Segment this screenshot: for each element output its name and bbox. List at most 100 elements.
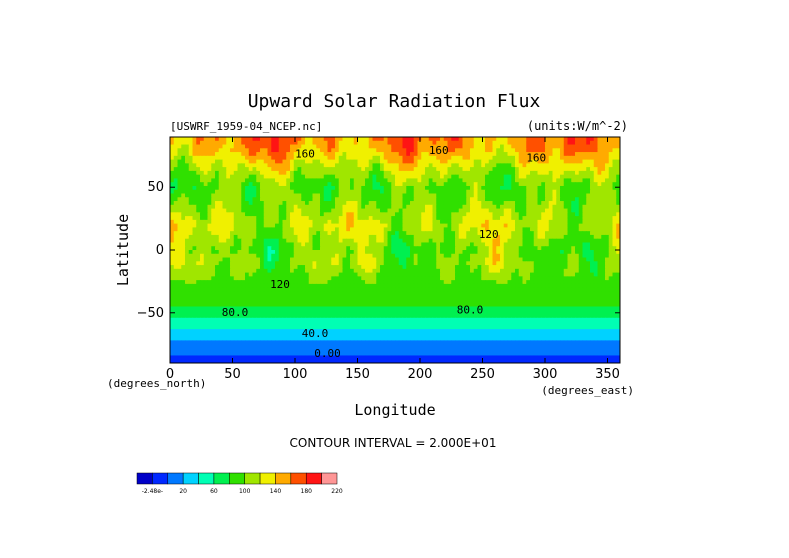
field-cell xyxy=(237,167,242,172)
field-cell xyxy=(196,201,201,206)
field-cell xyxy=(241,261,246,266)
field-cell xyxy=(590,253,595,259)
field-cell xyxy=(402,253,407,259)
field-cell xyxy=(500,189,505,195)
field-cell xyxy=(582,276,587,281)
field-cell xyxy=(593,178,599,183)
field-cell xyxy=(237,216,242,221)
field-cell xyxy=(440,204,445,210)
field-cell xyxy=(582,283,587,289)
field-cell xyxy=(387,163,392,168)
field-cell xyxy=(395,242,400,247)
field-cell xyxy=(215,261,220,266)
field-cell xyxy=(545,185,550,191)
field-cell xyxy=(500,276,505,281)
field-cell xyxy=(170,261,175,266)
field-cell xyxy=(308,216,314,221)
field-cell xyxy=(372,238,377,244)
field-cell xyxy=(177,227,182,232)
field-cell xyxy=(256,283,261,289)
field-cell xyxy=(215,178,220,183)
field-cell xyxy=(327,148,332,153)
field-cell xyxy=(323,216,329,221)
field-cell xyxy=(616,219,620,225)
field-cell xyxy=(233,268,239,274)
field-cell xyxy=(203,140,209,146)
field-cell xyxy=(548,185,554,191)
field-cell xyxy=(305,250,310,255)
field-cell xyxy=(222,174,227,180)
field-cell xyxy=(560,148,565,153)
field-cell xyxy=(290,148,295,153)
field-cell xyxy=(428,242,434,247)
field-cell xyxy=(260,189,265,195)
field-cell xyxy=(477,265,482,270)
field-cell xyxy=(432,265,437,270)
field-cell xyxy=(207,261,212,266)
field-cell xyxy=(241,163,246,168)
field-cell xyxy=(545,182,550,187)
field-cell xyxy=(530,219,535,225)
field-cell xyxy=(188,189,194,195)
field-cell xyxy=(361,272,366,277)
field-cell xyxy=(200,280,205,285)
field-cell xyxy=(263,242,269,247)
field-cell xyxy=(462,197,467,202)
field-cell xyxy=(402,234,407,240)
field-cell xyxy=(323,246,329,251)
field-cell xyxy=(470,283,475,289)
field-cell xyxy=(286,272,291,277)
field-cell xyxy=(477,204,482,210)
field-cell xyxy=(170,140,175,146)
field-cell xyxy=(252,197,257,202)
field-cell xyxy=(278,148,284,153)
field-cell xyxy=(601,212,606,217)
field-cell xyxy=(458,144,464,149)
field-cell xyxy=(458,174,464,180)
field-cell xyxy=(578,212,584,217)
field-cell xyxy=(466,242,471,247)
field-cell xyxy=(203,242,209,247)
field-cell xyxy=(170,291,175,296)
field-cell xyxy=(200,272,205,277)
field-cell xyxy=(567,231,572,236)
field-cell xyxy=(500,178,505,183)
field-cell xyxy=(616,170,620,176)
field-cell xyxy=(215,174,220,180)
field-cell xyxy=(473,250,479,255)
field-cell xyxy=(248,268,254,274)
field-cell xyxy=(590,201,595,206)
field-cell xyxy=(380,167,385,172)
field-cell xyxy=(503,216,509,221)
field-cell xyxy=(432,276,437,281)
field-cell xyxy=(226,185,231,191)
field-cell xyxy=(301,167,306,172)
field-cell xyxy=(181,234,186,240)
field-cell xyxy=(601,238,606,244)
field-cell xyxy=(338,182,344,187)
field-cell xyxy=(443,152,449,157)
field-cell xyxy=(301,137,306,142)
field-cell xyxy=(541,276,546,281)
field-cell xyxy=(170,227,175,232)
field-cell xyxy=(301,257,306,262)
field-cell xyxy=(563,182,569,187)
field-cell xyxy=(260,204,265,210)
field-cell xyxy=(327,174,332,180)
field-cell xyxy=(473,189,479,195)
field-cell xyxy=(533,163,539,168)
field-cell xyxy=(533,227,539,232)
field-cell xyxy=(260,155,265,161)
field-cell xyxy=(350,219,355,225)
field-cell xyxy=(286,257,291,262)
field-cell xyxy=(451,261,456,266)
field-cell xyxy=(335,170,340,176)
field-cell xyxy=(188,201,194,206)
field-cell xyxy=(590,155,595,161)
field-cell xyxy=(361,238,366,244)
field-cell xyxy=(526,189,531,195)
field-cell xyxy=(477,174,482,180)
field-cell xyxy=(275,155,280,161)
field-cell xyxy=(507,280,512,285)
field-cell xyxy=(211,242,216,247)
